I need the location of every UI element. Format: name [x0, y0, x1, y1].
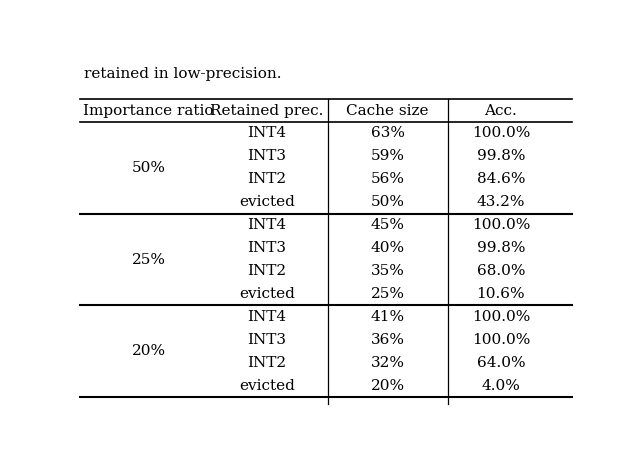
Text: 100.0%: 100.0%	[472, 310, 530, 324]
Text: 100.0%: 100.0%	[472, 218, 530, 232]
Text: 59%: 59%	[371, 149, 404, 164]
Text: evicted: evicted	[239, 287, 294, 301]
Text: evicted: evicted	[239, 379, 294, 393]
Text: evicted: evicted	[239, 195, 294, 209]
Text: INT2: INT2	[247, 356, 286, 370]
Text: 45%: 45%	[371, 218, 404, 232]
Text: Acc.: Acc.	[485, 104, 517, 118]
Text: 50%: 50%	[132, 161, 165, 175]
Text: INT2: INT2	[247, 172, 286, 186]
Text: 25%: 25%	[371, 287, 404, 301]
Text: INT3: INT3	[247, 149, 286, 164]
Text: 99.8%: 99.8%	[476, 241, 525, 255]
Text: 84.6%: 84.6%	[476, 172, 525, 186]
Text: Cache size: Cache size	[347, 104, 429, 118]
Text: 64.0%: 64.0%	[476, 356, 525, 370]
Text: 100.0%: 100.0%	[472, 333, 530, 347]
Text: INT4: INT4	[247, 126, 286, 141]
Text: INT4: INT4	[247, 310, 286, 324]
Text: 43.2%: 43.2%	[476, 195, 525, 209]
Text: 63%: 63%	[371, 126, 404, 141]
Text: 20%: 20%	[132, 344, 165, 358]
Text: 36%: 36%	[371, 333, 404, 347]
Text: Retained prec.: Retained prec.	[210, 104, 324, 118]
Text: retained in low-precision.: retained in low-precision.	[85, 67, 282, 82]
Text: 35%: 35%	[371, 264, 404, 278]
Text: 100.0%: 100.0%	[472, 126, 530, 141]
Text: Importance ratio: Importance ratio	[83, 104, 214, 118]
Text: 40%: 40%	[371, 241, 404, 255]
Text: INT2: INT2	[247, 264, 286, 278]
Text: INT3: INT3	[247, 241, 286, 255]
Text: INT4: INT4	[247, 218, 286, 232]
Text: 50%: 50%	[371, 195, 404, 209]
Text: 68.0%: 68.0%	[476, 264, 525, 278]
Text: 20%: 20%	[371, 379, 404, 393]
Text: INT3: INT3	[247, 333, 286, 347]
Text: 56%: 56%	[371, 172, 404, 186]
Text: 41%: 41%	[371, 310, 404, 324]
Text: 99.8%: 99.8%	[476, 149, 525, 164]
Text: 10.6%: 10.6%	[476, 287, 525, 301]
Text: 32%: 32%	[371, 356, 404, 370]
Text: 25%: 25%	[132, 253, 165, 267]
Text: 4.0%: 4.0%	[481, 379, 520, 393]
